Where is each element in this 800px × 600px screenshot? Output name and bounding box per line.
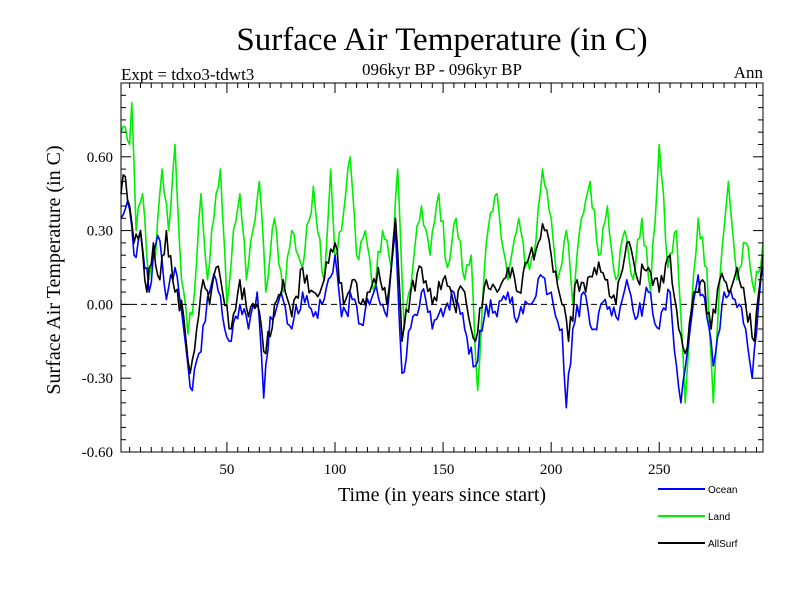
y-tick-label: -0.60 xyxy=(82,445,113,461)
series-line-land xyxy=(120,101,764,404)
x-tick-label: 100 xyxy=(324,462,347,478)
x-tick-label: 50 xyxy=(219,462,234,478)
x-tick-label: 150 xyxy=(432,462,455,478)
y-tick-label: -0.30 xyxy=(82,371,113,387)
series-line-allsurf xyxy=(120,174,764,375)
chart-title: Surface Air Temperature (in C) xyxy=(236,22,647,58)
y-tick-label: 0.30 xyxy=(87,224,113,240)
x-axis-title: Time (in years since start) xyxy=(338,484,546,506)
y-tick-label: 0.60 xyxy=(87,150,113,166)
period-label: 096kyr BP - 096kyr BP xyxy=(362,60,522,79)
x-tick-label: 250 xyxy=(648,462,671,478)
plot-area: 50 100 150 200 250 -0.60 -0.30 0.00 0.30 0.60 xyxy=(82,82,764,478)
legend: Ocean Land AllSurf xyxy=(658,485,738,550)
legend-label-allsurf: AllSurf xyxy=(708,539,738,550)
legend-label-ocean: Ocean xyxy=(708,485,737,496)
experiment-label: Expt = tdxo3-tdwt3 xyxy=(121,65,254,84)
legend-label-land: Land xyxy=(708,512,730,523)
y-axis-title: Surface Air Temperature (in C) xyxy=(43,145,65,394)
x-tick-label: 200 xyxy=(540,462,563,478)
y-tick-label: 0.00 xyxy=(87,297,113,313)
series-line-ocean xyxy=(120,200,764,409)
season-label: Ann xyxy=(734,63,764,82)
